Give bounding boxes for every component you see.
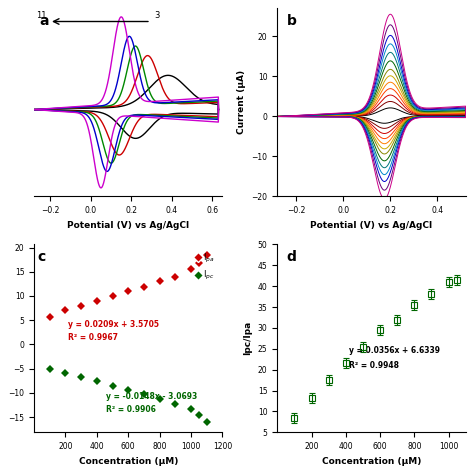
Text: y = 0.0209x + 3.5705: y = 0.0209x + 3.5705 bbox=[68, 320, 159, 329]
Text: R² = 0.9948: R² = 0.9948 bbox=[349, 362, 399, 371]
Text: d: d bbox=[287, 250, 297, 264]
Legend: I$_{pa}$, I$_{pc}$: I$_{pa}$, I$_{pc}$ bbox=[192, 248, 219, 285]
Y-axis label: Current (μA): Current (μA) bbox=[237, 70, 246, 135]
Text: y = -0.0148x - 3.0693: y = -0.0148x - 3.0693 bbox=[106, 392, 197, 401]
X-axis label: Potential (V) vs Ag/AgCl: Potential (V) vs Ag/AgCl bbox=[67, 221, 189, 230]
Text: R² = 0.9906: R² = 0.9906 bbox=[106, 405, 155, 414]
X-axis label: Concentration (μM): Concentration (μM) bbox=[79, 456, 178, 465]
Text: a: a bbox=[40, 14, 49, 28]
Text: R² = 0.9967: R² = 0.9967 bbox=[68, 333, 118, 342]
Text: c: c bbox=[38, 250, 46, 264]
X-axis label: Concentration (μM): Concentration (μM) bbox=[322, 456, 421, 465]
Text: 3: 3 bbox=[154, 10, 159, 19]
Y-axis label: Ipc/Ipa: Ipc/Ipa bbox=[243, 321, 252, 356]
Text: b: b bbox=[287, 14, 297, 28]
Text: 11: 11 bbox=[36, 10, 47, 19]
X-axis label: Potential (V) vs Ag/AgCl: Potential (V) vs Ag/AgCl bbox=[310, 221, 432, 230]
Text: y = 0.0356x + 6.6339: y = 0.0356x + 6.6339 bbox=[349, 346, 440, 356]
